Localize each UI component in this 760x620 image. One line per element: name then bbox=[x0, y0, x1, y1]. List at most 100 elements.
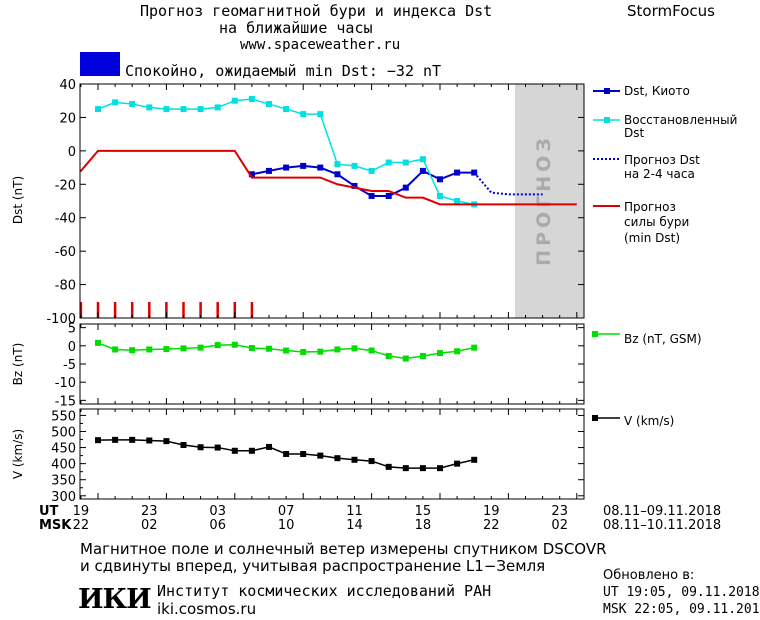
dst-series-point-0 bbox=[248, 171, 255, 178]
dst-axis-label: Dst (nT) bbox=[11, 176, 25, 224]
bz-y-tick-label: -15 bbox=[55, 394, 76, 409]
speed-series-point-0 bbox=[231, 447, 238, 454]
dst-series-point-1 bbox=[180, 106, 187, 113]
iki-logo: ИКИ bbox=[78, 584, 152, 615]
bz-axis-label: Bz (nT) bbox=[11, 343, 25, 386]
dst-series-point-0 bbox=[351, 182, 358, 189]
bz-series-point-0 bbox=[197, 344, 204, 351]
speed-series-point-0 bbox=[454, 460, 461, 467]
speed-y-tick-label: 500 bbox=[51, 426, 76, 441]
ut-tick-label: 23 bbox=[141, 504, 158, 519]
forecast-zone-label: ПРОГНОЗ bbox=[533, 134, 555, 266]
dst-series-point-1 bbox=[368, 167, 375, 174]
speed-series-point-0 bbox=[129, 436, 136, 443]
bz-panel: 5 0 -5 -10 -15 Bz (nT) bbox=[11, 322, 585, 409]
legend-dst-kyoto: Dst, Киото bbox=[593, 84, 690, 98]
bz-series-point-0 bbox=[368, 347, 375, 354]
chart-title: Прогноз геомагнитной бури и индекса Dst bbox=[140, 2, 493, 20]
speed-series-point-0 bbox=[385, 463, 392, 470]
speed-series-point-0 bbox=[163, 438, 170, 445]
bz-series-point-0 bbox=[317, 348, 324, 355]
speed-series-point-0 bbox=[283, 451, 290, 457]
bz-y-tick-label: 0 bbox=[68, 340, 76, 355]
speed-series-point-0 bbox=[351, 456, 358, 463]
dst-y-tick-label: 0 bbox=[68, 145, 76, 160]
dst-series-point-1 bbox=[163, 106, 170, 113]
legend-bz-marker bbox=[592, 331, 598, 337]
dst-y-tick-label: 20 bbox=[59, 111, 76, 126]
speed-series-point-0 bbox=[95, 437, 101, 444]
legend-storm-label-3: (min Dst) bbox=[624, 231, 680, 245]
dst-y-tick-label: -20 bbox=[55, 178, 76, 193]
bz-series-point-0 bbox=[334, 346, 341, 353]
msk-tick-label: 18 bbox=[415, 518, 432, 533]
msk-tick-label: 22 bbox=[483, 518, 500, 533]
bz-y-tick-label: -10 bbox=[55, 376, 76, 391]
dst-series-line-3 bbox=[80, 149, 577, 206]
legend-restored-label-1: Восстановленный bbox=[624, 113, 737, 127]
brand-name: StormFocus bbox=[627, 2, 715, 20]
dst-y-tick-label: -40 bbox=[55, 212, 76, 227]
dst-series-point-1 bbox=[437, 192, 443, 199]
dst-series-point-1 bbox=[402, 159, 409, 166]
ut-tick-label: 03 bbox=[209, 504, 226, 519]
bz-series-point-0 bbox=[351, 345, 358, 352]
bz-y-tick-label: 5 bbox=[68, 322, 76, 337]
bz-series-point-0 bbox=[471, 344, 478, 351]
bz-series-point-0 bbox=[95, 339, 101, 346]
bz-series-point-0 bbox=[129, 347, 136, 354]
msk-axis-label: MSK bbox=[39, 518, 72, 533]
speed-series-point-0 bbox=[437, 465, 443, 472]
speed-series-point-0 bbox=[471, 456, 478, 463]
legend-speed-label: V (km/s) bbox=[624, 414, 674, 428]
bz-series-point-0 bbox=[283, 347, 290, 354]
speed-series-point-0 bbox=[266, 443, 272, 450]
dst-series-point-0 bbox=[437, 176, 443, 183]
bz-series-point-0 bbox=[437, 350, 443, 357]
bz-series-point-0 bbox=[146, 346, 153, 353]
dst-series-point-1 bbox=[419, 156, 426, 163]
legend-speed: V (km/s) bbox=[592, 414, 674, 428]
speed-series-point-0 bbox=[146, 437, 153, 444]
bz-series-point-0 bbox=[266, 345, 272, 352]
bz-frame bbox=[79, 323, 585, 405]
dst-series-point-1 bbox=[146, 104, 153, 111]
speed-series-point-0 bbox=[248, 447, 255, 454]
speed-series-point-0 bbox=[317, 452, 324, 459]
msk-tick-label: 10 bbox=[278, 518, 295, 533]
speed-series-point-0 bbox=[214, 444, 221, 451]
dst-series-point-1 bbox=[112, 99, 119, 106]
speed-axis-label: V (km/s) bbox=[11, 429, 25, 479]
bz-series-point-0 bbox=[402, 355, 409, 362]
speed-series-point-0 bbox=[402, 465, 409, 472]
note-line-1: Магнитное поле и солнечный ветер измерен… bbox=[80, 540, 607, 558]
legend-storm-forecast: Прогноз силы бури (min Dst) bbox=[593, 200, 689, 245]
dst-series-point-1 bbox=[214, 104, 221, 111]
ut-tick-label: 19 bbox=[73, 504, 90, 519]
legend-restored-marker bbox=[604, 117, 610, 123]
dst-series-point-1 bbox=[300, 111, 307, 118]
legend-restored-dst: Восстановленный Dst bbox=[593, 113, 737, 140]
dst-y-tick-label: -100 bbox=[46, 312, 76, 327]
dst-series-point-0 bbox=[300, 162, 307, 169]
dst-frame bbox=[79, 83, 585, 319]
website-link[interactable]: www.spaceweather.ru bbox=[240, 37, 401, 53]
bz-series-point-0 bbox=[214, 342, 221, 349]
speed-series-point-0 bbox=[368, 458, 375, 465]
legend-storm-label-1: Прогноз bbox=[624, 200, 676, 214]
speed-y-tick-label: 450 bbox=[51, 442, 76, 457]
institute-link[interactable]: iki.cosmos.ru bbox=[157, 600, 257, 618]
dst-y-tick-label: -80 bbox=[55, 279, 76, 294]
legend-storm-label-2: силы бури bbox=[624, 215, 689, 229]
chart-subtitle: на ближайшие часы bbox=[219, 19, 373, 37]
status-indicator bbox=[80, 52, 120, 76]
bz-series-point-0 bbox=[163, 346, 170, 353]
bz-series-point-0 bbox=[112, 346, 119, 353]
dst-series-point-0 bbox=[283, 164, 290, 171]
speed-series-point-0 bbox=[112, 436, 119, 443]
msk-tick-label: 02 bbox=[141, 518, 158, 533]
iki-logo-text: ИКИ bbox=[78, 584, 152, 615]
